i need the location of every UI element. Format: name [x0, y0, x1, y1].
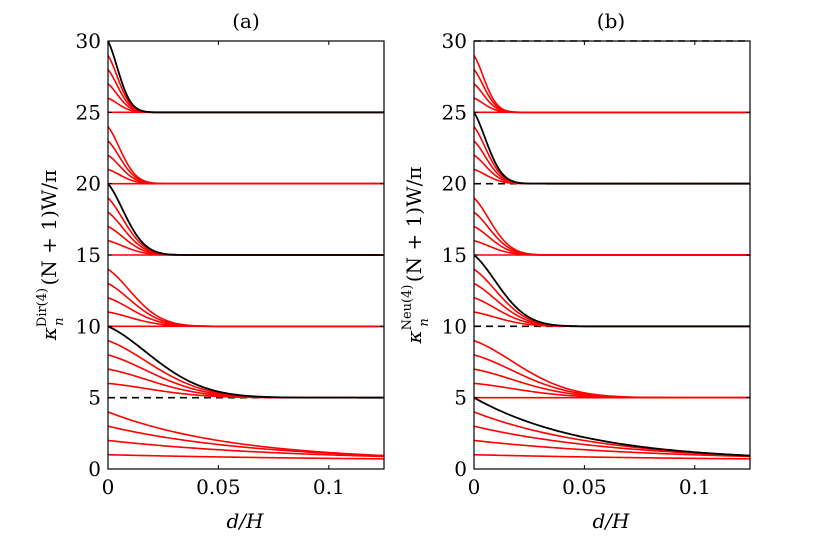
panel-b: (b) κNeu(4) n (N + 1)W/π d/H 0 5 10 15 20 25 30 0… [400, 9, 751, 533]
panel-b-ytick-label-20: 20 [442, 172, 467, 196]
panel-a-ytick-label-30: 30 [76, 29, 101, 53]
panel-a-xtick-label-0.1: 0.1 [313, 475, 345, 499]
panel-b-xtick-label-0.1: 0.1 [679, 475, 711, 499]
panel-b-curve-start-22 [474, 154, 750, 185]
panel-a-curve-start-4 [108, 411, 384, 457]
panel-b-curve-start-24 [474, 126, 750, 185]
panel-a-ytick-label-0: 0 [88, 457, 101, 481]
panel-a-curve-start-13 [108, 282, 384, 328]
panel-b-curve-start-27 [474, 83, 750, 114]
panel-a-curve-start-2 [108, 439, 384, 458]
panel-b-curve-start-13 [474, 282, 750, 328]
panel-a-curve-start-8 [108, 354, 384, 399]
panel-b-black-curve-start-5 [474, 396, 750, 457]
panel-a-curve-start-14 [108, 268, 384, 328]
panel-b-ytick-label-10: 10 [442, 314, 467, 338]
panel-a-ylabel: κDir(4) n (N + 1)W/π [35, 170, 67, 341]
panel-a-xlabel: d/H [227, 509, 265, 533]
panel-b-ytick-label-30: 30 [442, 29, 467, 53]
panel-a-ylabel-sup: Dir(4) [35, 288, 50, 327]
panel-b-title: (b) [597, 9, 625, 33]
panel-b-curve-start-23 [474, 140, 750, 185]
panel-a-curves [108, 40, 384, 460]
panel-b-curve-start-19 [474, 197, 750, 256]
panel-b-xlabel: d/H [593, 509, 631, 533]
panel-a-curve-start-23 [108, 140, 384, 185]
panel-b-curve-start-26 [474, 97, 750, 114]
panel-b-curve-start-4 [474, 411, 750, 457]
panel-b-curve-start-9 [474, 339, 750, 399]
panel-b-ylabel-sub: n [417, 318, 432, 326]
panel-a-ytick-label-20: 20 [76, 172, 101, 196]
panel-b-xtick-label-0.05: 0.05 [562, 475, 607, 499]
panel-a-xtick-label-0.05: 0.05 [196, 475, 241, 499]
panel-b-ylabel-kappa: κ [402, 330, 426, 344]
panel-a-curve-start-28 [108, 69, 384, 114]
panel-a-ytick-label-25: 25 [76, 100, 101, 124]
panel-a-title: (a) [232, 9, 260, 33]
panel-b-ylabel-rest: (N + 1)W/π [402, 166, 426, 282]
panel-a-ylabel-kappa: κ [37, 327, 61, 341]
panel-a-curve-start-27 [108, 83, 384, 114]
panel-b-curve-start-29 [474, 54, 750, 114]
panel-b-ytick-label-15: 15 [442, 243, 467, 267]
panel-a-curve-start-1 [108, 453, 384, 460]
panel-a-ytick-label-10: 10 [76, 314, 101, 338]
panel-b-black-curve-start-25 [474, 111, 750, 185]
panel-b-curve-start-7 [474, 368, 750, 399]
panel-a-curve-start-24 [108, 126, 384, 185]
panel-a-black-curve-start-30 [108, 40, 384, 114]
panel-a-ylabel-rest: (N + 1)W/π [37, 170, 61, 286]
panel-b-curve-start-28 [474, 69, 750, 114]
panel-a-black-curve-start-20 [108, 183, 384, 256]
panel-b-ytick-label-25: 25 [442, 100, 467, 124]
panel-a-black-curve-start-10 [108, 325, 384, 399]
panel-a-curve-start-29 [108, 54, 384, 114]
panel-a-ylabel-sub: n [52, 318, 67, 326]
panel-a-ytick-label-5: 5 [88, 386, 101, 410]
panel-b-curve-start-1 [474, 453, 750, 460]
panel-b-curves [474, 40, 750, 460]
panel-a-curve-start-22 [108, 154, 384, 185]
panel-b-black-curve-start-15 [474, 254, 750, 328]
panel-b-ytick-label-5: 5 [454, 386, 467, 410]
panel-a-curve-start-7 [108, 368, 384, 399]
panel-a-curve-start-26 [108, 97, 384, 114]
panel-b-curve-start-2 [474, 439, 750, 458]
panel-b-ylabel-sup: Neu(4) [400, 285, 415, 331]
panel-b-ylabel: κNeu(4) n (N + 1)W/π [400, 166, 432, 344]
panel-a-curve-start-21 [108, 168, 384, 185]
panel-b-curve-start-8 [474, 354, 750, 399]
panel-b-curve-start-18 [474, 211, 750, 256]
panel-b-ytick-label-0: 0 [454, 457, 467, 481]
panel-a-curve-start-19 [108, 197, 384, 256]
panel-a-xtick-label-0: 0 [102, 475, 115, 499]
panel-a-ytick-label-15: 15 [76, 243, 101, 267]
panel-b-xtick-label-0: 0 [468, 475, 481, 499]
panel-a: (a) κDir(4) n (N + 1)W/π d/H 0 5 10 15 20 25 30 0… [35, 9, 385, 533]
